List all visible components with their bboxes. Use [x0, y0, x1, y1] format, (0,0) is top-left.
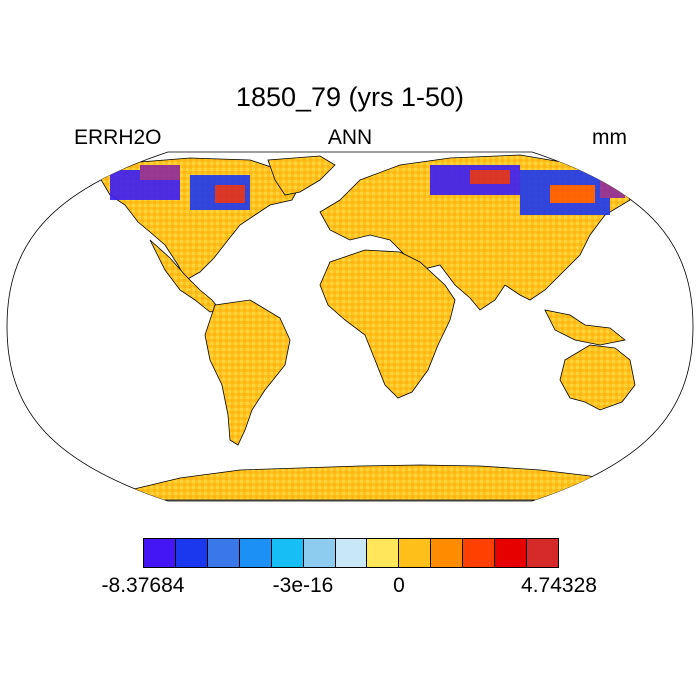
- land-layer: [59, 154, 651, 501]
- variable-label: ERRH2O: [74, 126, 162, 149]
- colorbar-swatch: [335, 539, 368, 567]
- colorbar-neg-zero-label: -3e-16: [272, 574, 334, 597]
- colorbar-min-label: -8.37684: [101, 574, 185, 597]
- continent-australia: [559, 344, 636, 411]
- colorbar-swatch: [367, 539, 400, 567]
- colorbar-swatch: [144, 539, 176, 567]
- colorbar-swatch: [399, 539, 432, 567]
- colorbar-swatch: [495, 539, 528, 567]
- islands-southeast-asia: [544, 309, 626, 346]
- colorbar-zero-label: 0: [393, 574, 405, 597]
- colorbar-swatch: [207, 539, 240, 567]
- season-label: ANN: [327, 126, 373, 149]
- continent-south-america: [204, 299, 291, 446]
- colorbar-swatch: [239, 539, 272, 567]
- colorbar-swatch: [431, 539, 464, 567]
- continent-greenland: [267, 155, 336, 196]
- colorbar-max-label: 4.74328: [521, 574, 597, 597]
- map-title: 1850_79 (yrs 1-50): [235, 82, 465, 112]
- units-label: mm: [592, 126, 627, 149]
- colorbar-swatch: [271, 539, 304, 567]
- colorbar-swatch: [527, 539, 558, 567]
- continent-africa: [319, 249, 456, 399]
- colorbar: [143, 538, 559, 568]
- colorbar-swatch: [463, 539, 496, 567]
- colorbar-swatch: [303, 539, 336, 567]
- colorbar-swatch: [175, 539, 208, 567]
